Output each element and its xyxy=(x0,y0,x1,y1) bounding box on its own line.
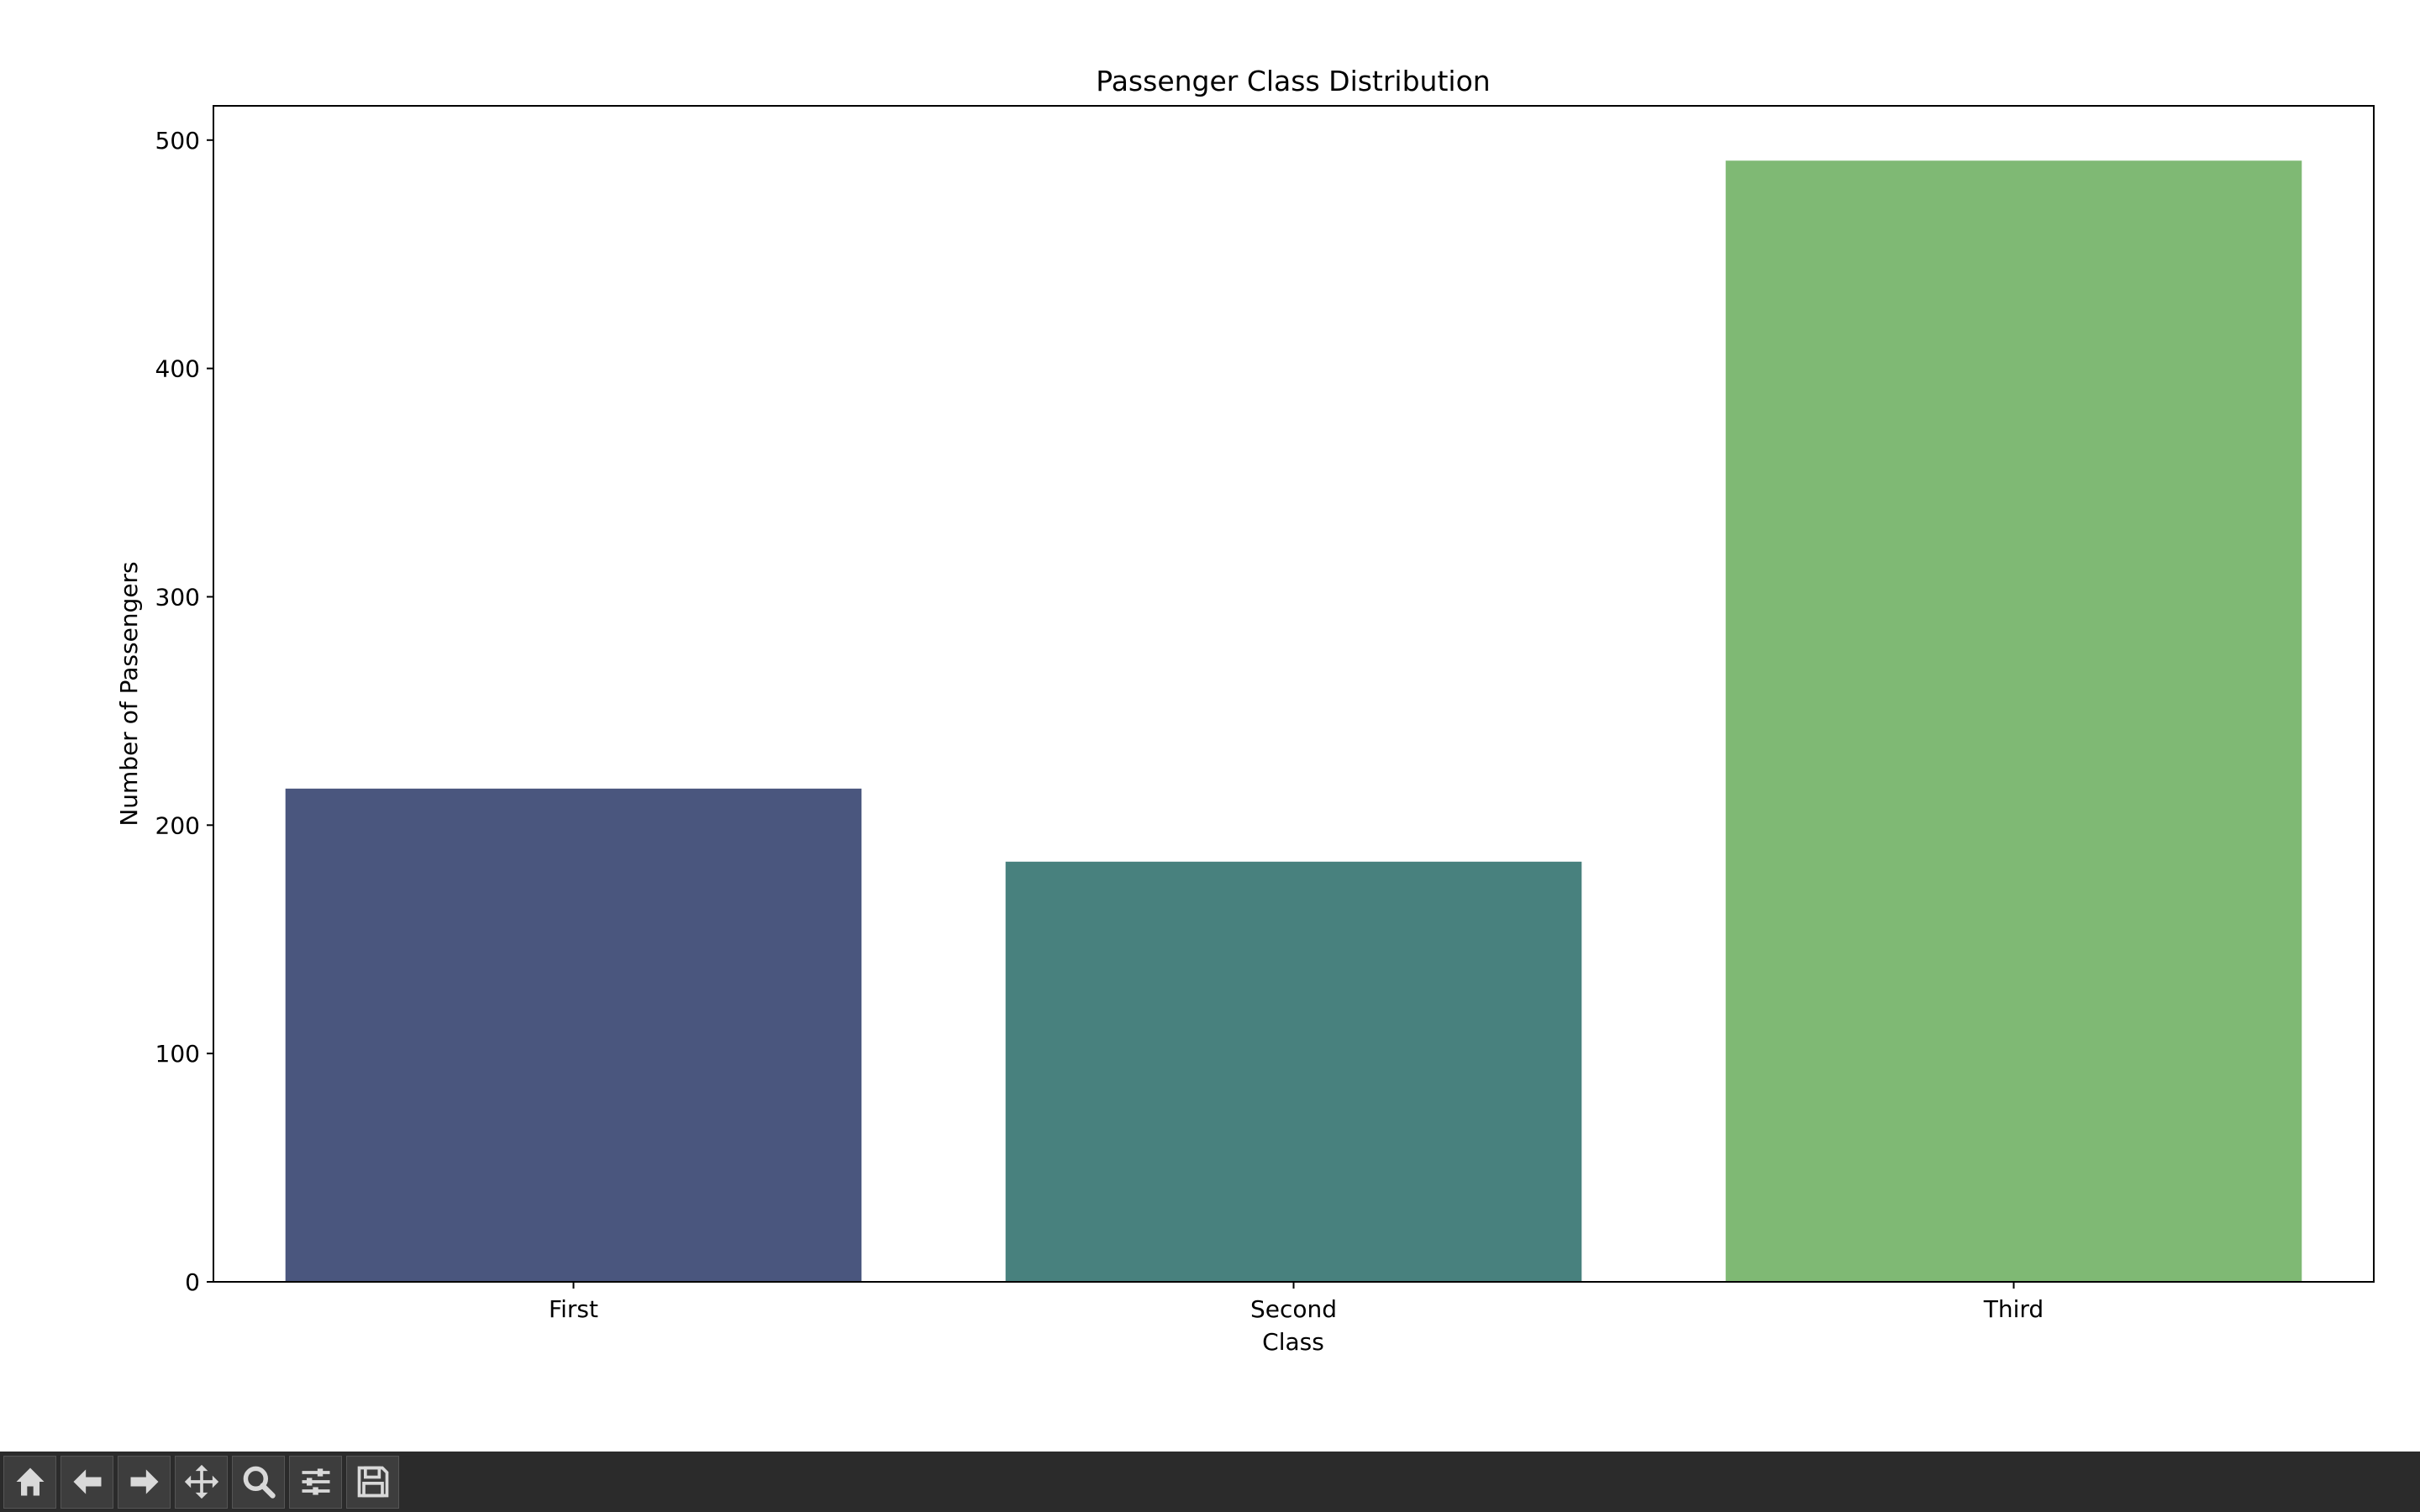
bar-chart: Passenger Class Distribution 0 100 200 300 4… xyxy=(115,65,2375,1356)
y-tick-label: 500 xyxy=(155,127,200,155)
back-button[interactable] xyxy=(60,1455,113,1509)
save-floppy-icon xyxy=(357,1466,388,1498)
x-tick-label: Third xyxy=(1983,1295,2044,1323)
x-tick-label: First xyxy=(549,1295,598,1323)
zoom-magnifier-icon xyxy=(243,1466,276,1499)
y-tick-label: 100 xyxy=(155,1040,200,1068)
pan-move-icon xyxy=(184,1464,218,1499)
home-icon xyxy=(16,1467,44,1496)
save-button[interactable] xyxy=(346,1455,399,1509)
y-tick-label: 200 xyxy=(155,811,200,839)
y-tick-label: 400 xyxy=(155,355,200,383)
configure-sliders-icon xyxy=(302,1468,329,1495)
chart-title: Passenger Class Distribution xyxy=(1096,65,1490,97)
y-tick-label: 300 xyxy=(155,583,200,611)
bar-second xyxy=(1005,861,1582,1282)
bar-first xyxy=(285,788,862,1282)
bars-group xyxy=(285,160,2302,1283)
forward-button[interactable] xyxy=(118,1455,171,1509)
bar-third xyxy=(1725,160,2302,1283)
forward-arrow-icon xyxy=(130,1469,158,1494)
back-arrow-icon xyxy=(73,1469,101,1494)
zoom-button[interactable] xyxy=(232,1455,285,1509)
x-tick-label: Second xyxy=(1250,1295,1337,1323)
navigation-toolbar xyxy=(0,1452,2420,1512)
y-axis-label: Number of Passengers xyxy=(115,561,143,826)
x-axis-ticks: First Second Third xyxy=(549,1282,2044,1323)
pan-button[interactable] xyxy=(175,1455,228,1509)
y-axis-ticks: 0 100 200 300 400 500 xyxy=(155,127,213,1296)
y-tick-label: 0 xyxy=(185,1268,200,1296)
x-axis-label: Class xyxy=(1262,1328,1324,1356)
home-button[interactable] xyxy=(3,1455,56,1509)
configure-button[interactable] xyxy=(289,1455,342,1509)
